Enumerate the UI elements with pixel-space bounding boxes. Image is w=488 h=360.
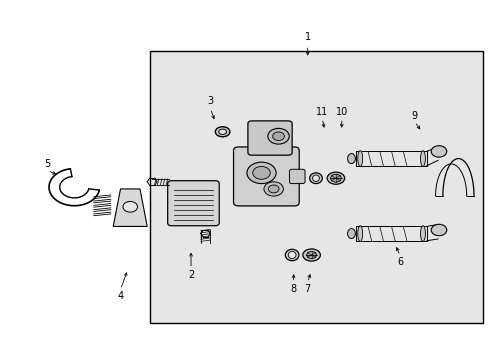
Text: 2: 2 (187, 270, 194, 280)
Circle shape (264, 182, 283, 196)
Ellipse shape (215, 127, 229, 137)
Ellipse shape (218, 129, 226, 134)
Text: 6: 6 (396, 257, 402, 267)
Ellipse shape (330, 174, 341, 182)
Ellipse shape (420, 226, 425, 242)
Text: 9: 9 (411, 111, 417, 121)
Ellipse shape (285, 249, 298, 261)
Text: 8: 8 (289, 284, 296, 294)
FancyBboxPatch shape (289, 169, 305, 184)
Text: 5: 5 (44, 159, 51, 169)
Ellipse shape (309, 173, 322, 184)
Ellipse shape (306, 251, 316, 258)
Ellipse shape (420, 151, 425, 166)
Ellipse shape (287, 251, 295, 258)
FancyBboxPatch shape (247, 121, 291, 155)
Text: 7: 7 (304, 284, 310, 294)
Circle shape (268, 185, 279, 193)
Circle shape (272, 132, 284, 140)
Circle shape (246, 162, 276, 184)
Ellipse shape (357, 151, 362, 166)
Text: 10: 10 (335, 107, 347, 117)
Ellipse shape (326, 172, 344, 184)
Ellipse shape (302, 249, 320, 261)
Ellipse shape (347, 229, 355, 239)
Circle shape (430, 146, 446, 157)
FancyBboxPatch shape (233, 147, 299, 206)
Text: 3: 3 (207, 96, 213, 107)
Ellipse shape (347, 154, 355, 163)
Text: 1: 1 (304, 32, 310, 42)
Bar (149, 51, 482, 323)
Ellipse shape (312, 175, 319, 181)
Polygon shape (113, 189, 147, 226)
FancyBboxPatch shape (167, 181, 219, 226)
Circle shape (252, 166, 270, 179)
Circle shape (122, 202, 137, 212)
Ellipse shape (357, 226, 362, 242)
Text: 4: 4 (117, 291, 123, 301)
Circle shape (430, 224, 446, 236)
Circle shape (267, 129, 288, 144)
Text: 11: 11 (316, 107, 328, 117)
